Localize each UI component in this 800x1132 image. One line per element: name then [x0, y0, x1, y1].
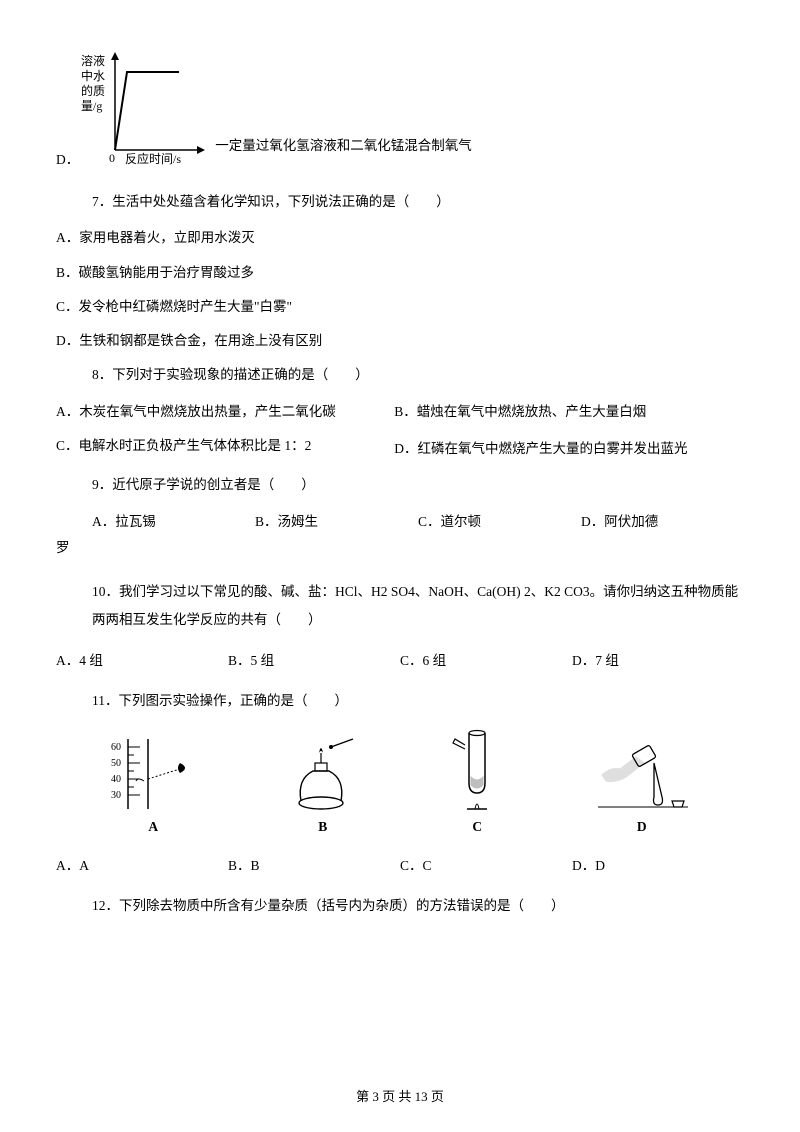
q11-opt-c: C．C [400, 856, 572, 876]
q11-img-b: B [283, 735, 363, 837]
q11-opt-b: B．B [228, 856, 400, 876]
q10-stem: 10．我们学习过以下常见的酸、碱、盐：HCl、H2 SO4、NaOH、Ca(OH… [92, 578, 744, 635]
q9-opt-c: C．道尔顿 [418, 512, 581, 532]
q10-opt-b: B．5 组 [228, 651, 400, 671]
q8-opt-b: B．蜡烛在氧气中燃烧放热、产生大量白烟 [386, 402, 744, 422]
option-d-text: 一定量过氧化氢溶液和二氧化锰混合制氧气 [215, 136, 472, 156]
q8-row-cd: C．电解水时正负极产生气体体积比是 1：2 D．红磷在氧气中燃烧产生大量的白雾并… [56, 436, 744, 462]
q12-stem: 12．下列除去物质中所含有少量杂质（括号内为杂质）的方法错误的是（ ） [92, 896, 744, 916]
y-arrow [111, 52, 119, 60]
x-arrow [197, 146, 205, 154]
q9-opt-d: D．阿伏加德 [581, 512, 744, 532]
q11-label-c: C [472, 817, 482, 837]
q10-opt-d: D．7 组 [572, 651, 744, 671]
chart-svg: 溶液 中水 的质 量/g 0 反应时间/s [79, 50, 209, 170]
q8-row-ab: A．木炭在氧气中燃烧放出热量，产生二氧化碳 B．蜡烛在氧气中燃烧放热、产生大量白… [56, 402, 744, 422]
q7-stem: 7．生活中处处蕴含着化学知识，下列说法正确的是（ ） [92, 192, 744, 212]
q8-opt-d: D．红磷在氧气中燃烧产生大量的白雾并发出蓝光 [386, 436, 744, 462]
q11-label-d: D [637, 817, 647, 837]
q9-stem: 9．近代原子学说的创立者是（ ） [92, 475, 744, 495]
q11-opt-a: A．A [56, 856, 228, 876]
q7-opt-b: B．碳酸氢钠能用于治疗胃酸过多 [56, 263, 744, 283]
q11-img-a: 60 50 40 30 A [108, 735, 198, 837]
q7-opt-c: C．发令枪中红磷燃烧时产生大量"白雾" [56, 297, 744, 317]
svg-text:50: 50 [111, 758, 121, 769]
curve [115, 72, 179, 150]
q9-opt-b: B．汤姆生 [255, 512, 418, 532]
option-d-row: D． 溶液 中水 的质 量/g 0 反应时间/s 一定量过氧化氢溶液和二氧化锰混… [56, 50, 744, 170]
q9-opts: A．拉瓦锡 B．汤姆生 C．道尔顿 D．阿伏加德 [92, 512, 744, 532]
q11-opt-d: D．D [572, 856, 744, 876]
q8-stem: 8．下列对于实验现象的描述正确的是（ ） [92, 365, 744, 385]
q11-img-d: D [592, 735, 692, 837]
page-footer: 第 3 页 共 13 页 [0, 1087, 800, 1107]
q10-opt-a: A．4 组 [56, 651, 228, 671]
svg-text:60: 60 [111, 742, 121, 753]
cylinder-icon: 60 50 40 30 [108, 735, 198, 813]
q11-img-c: C [447, 727, 507, 837]
option-d-label: D． [56, 150, 79, 170]
x-axis-label: 反应时间/s [125, 151, 181, 166]
q11-label-b: B [318, 817, 327, 837]
q10-opts: A．4 组 B．5 组 C．6 组 D．7 组 [56, 651, 744, 671]
y-label-line-0: 溶液 [81, 53, 105, 68]
y-label-line-1: 中水 [81, 68, 105, 83]
lamp-icon [283, 735, 363, 813]
q10-opt-c: C．6 组 [400, 651, 572, 671]
q7-opt-a: A．家用电器着火，立即用水泼灭 [56, 228, 744, 248]
q9-wrap: 罗 [56, 538, 744, 558]
q11-opts: A．A B．B C．C D．D [56, 856, 744, 876]
svg-text:30: 30 [111, 790, 121, 801]
q11-label-a: A [148, 817, 158, 837]
q11-images: 60 50 40 30 A B [66, 727, 734, 837]
y-label-line-3: 量/g [81, 99, 102, 113]
q8-opt-a: A．木炭在氧气中燃烧放出热量，产生二氧化碳 [56, 402, 386, 422]
origin-label: 0 [109, 151, 115, 165]
pour-icon [592, 735, 692, 813]
q7-opt-d: D．生铁和钢都是铁合金，在用途上没有区别 [56, 331, 744, 351]
chart-d: 溶液 中水 的质 量/g 0 反应时间/s [79, 50, 209, 170]
q11-stem: 11．下列图示实验操作，正确的是（ ） [92, 691, 744, 711]
q9-opt-a: A．拉瓦锡 [92, 512, 255, 532]
svg-text:40: 40 [111, 774, 121, 785]
testtube-icon [447, 727, 507, 813]
q8-opt-c: C．电解水时正负极产生气体体积比是 1：2 [56, 436, 386, 456]
y-label-line-2: 的质 [81, 83, 105, 98]
